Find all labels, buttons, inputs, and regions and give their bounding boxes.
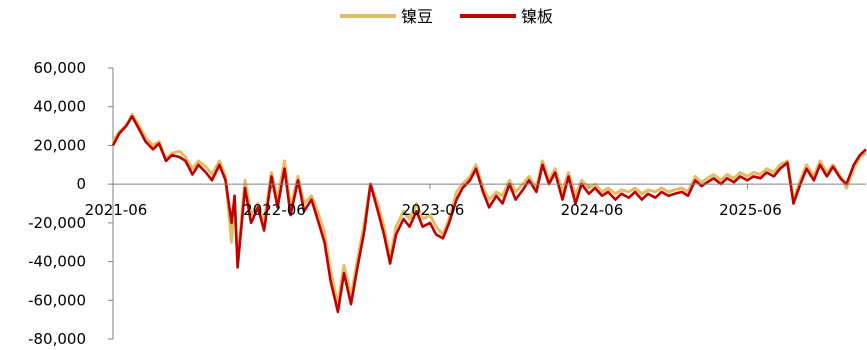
x-tick-label: 2025-06	[719, 201, 782, 219]
y-tick-label: -60,000	[28, 291, 86, 309]
y-tick-label: -80,000	[28, 330, 86, 348]
y-tick-label: -40,000	[28, 253, 86, 271]
x-tick-label: 2024-06	[561, 201, 624, 219]
y-tick-label: -20,000	[28, 214, 86, 232]
x-tick-label: 2021-06	[85, 201, 148, 219]
legend-label-nickel-bean: 镍豆	[401, 7, 433, 26]
y-tick-label: 40,000	[34, 98, 87, 116]
y-tick-label: 20,000	[34, 136, 87, 154]
legend-label-nickel-plate: 镍板	[521, 7, 553, 26]
series-line-nickel-plate	[111, 115, 867, 314]
x-tick-label: 2022-06	[243, 201, 306, 219]
x-tick-label: 2023-06	[402, 201, 465, 219]
series-layer	[111, 113, 867, 314]
legend: 镍豆 镍板	[340, 7, 553, 26]
x-axis: 2021-06 2022-06 2023-06 2024-06 2025-06	[85, 183, 866, 219]
y-tick-label: 0	[76, 175, 86, 193]
y-axis: 60,000 40,000 20,000 0 -20,000 -40,000 -60,000…	[28, 59, 114, 348]
y-tick-label: 60,000	[34, 59, 87, 77]
